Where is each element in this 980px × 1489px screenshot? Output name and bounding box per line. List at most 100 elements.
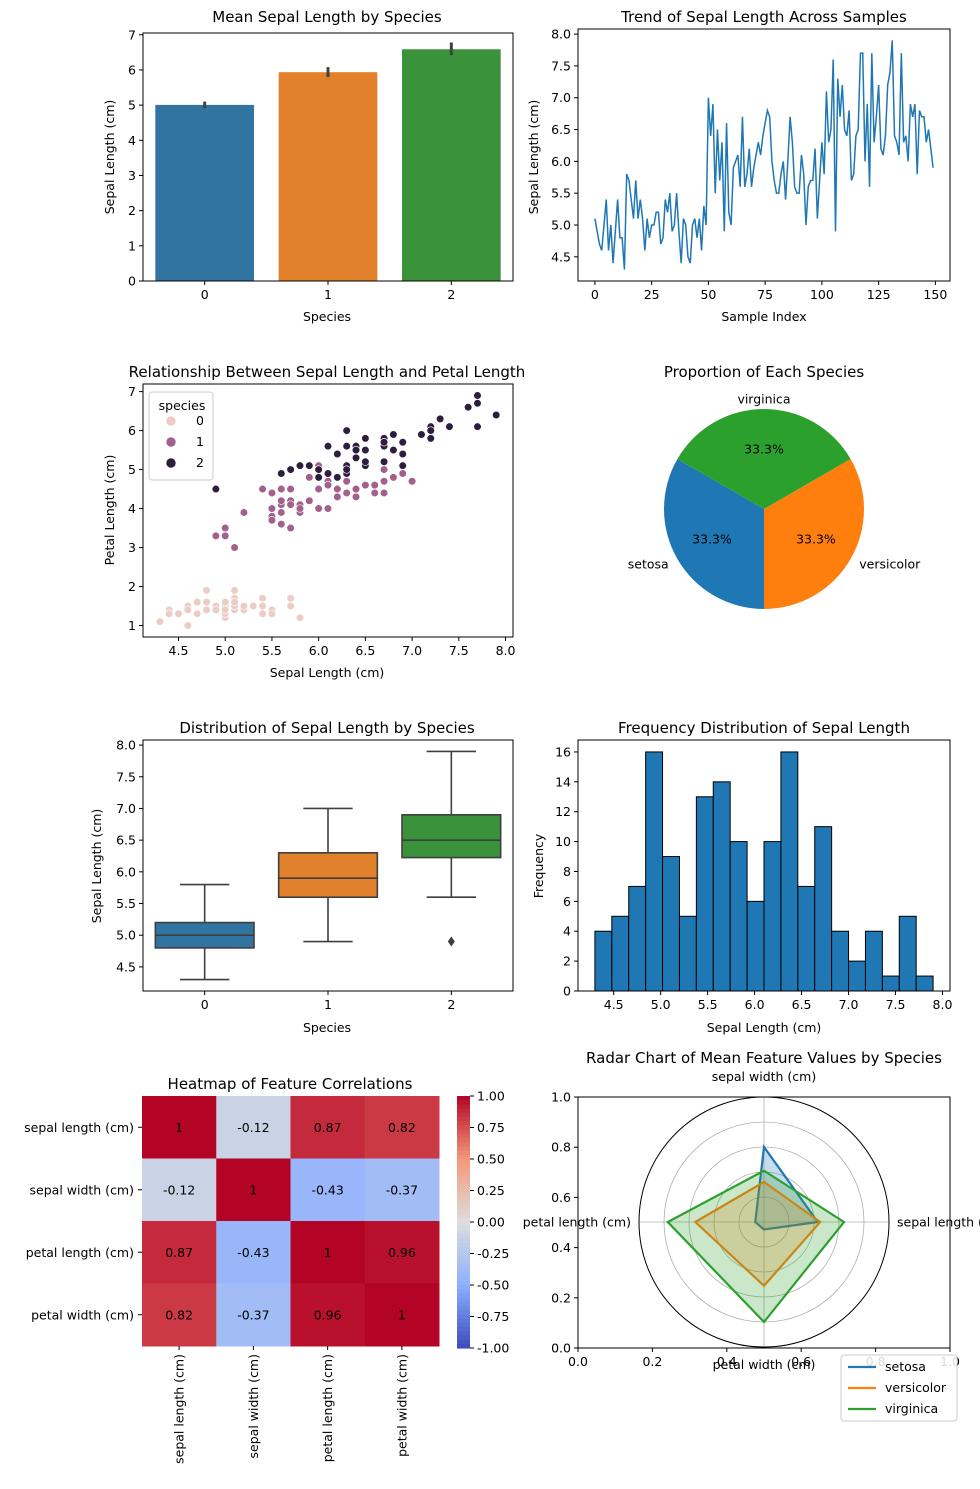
y-tick-label: 2 bbox=[128, 579, 136, 594]
scatter-point bbox=[333, 484, 342, 494]
colorbar-tick-label: -1.00 bbox=[477, 1341, 509, 1356]
colorbar-segment bbox=[457, 1117, 470, 1122]
scatter-point bbox=[155, 617, 164, 626]
box bbox=[277, 852, 379, 898]
colorbar-segment bbox=[457, 1108, 470, 1114]
x-tick-label: 75 bbox=[757, 287, 773, 302]
y-tick-label: 7.5 bbox=[116, 769, 136, 784]
y-tick-label: 6 bbox=[128, 423, 136, 438]
heatmap-cell bbox=[364, 1221, 440, 1284]
scatter-point bbox=[239, 508, 249, 517]
heatmap-cell bbox=[290, 1283, 366, 1347]
colorbar-segment bbox=[457, 1209, 470, 1215]
y-tick-label: 5.5 bbox=[116, 896, 136, 911]
scatter-point bbox=[333, 473, 342, 482]
heatmap-cell bbox=[216, 1283, 291, 1347]
bar-chart-title: Mean Sepal Length by Species bbox=[212, 8, 442, 26]
line-chart: Trend of Sepal Length Across Samples Sam… bbox=[526, 8, 951, 324]
heatmap-annotation: -0.12 bbox=[163, 1182, 195, 1197]
y-tick-label: 5.0 bbox=[551, 218, 571, 233]
scatter-point bbox=[407, 477, 417, 486]
colorbar-tick-label: 0.00 bbox=[477, 1215, 505, 1230]
heatmap-chart: Heatmap of Feature Correlations 1 -0.12 0.… bbox=[24, 1075, 509, 1464]
histogram-bar bbox=[695, 796, 714, 992]
x-tick-label: 6.5 bbox=[355, 643, 375, 658]
x-tick-label: 4.5 bbox=[169, 643, 189, 658]
scatter-point bbox=[305, 496, 314, 505]
series-line bbox=[594, 40, 934, 270]
histogram-bar bbox=[814, 826, 833, 992]
legend-marker bbox=[165, 415, 177, 427]
scatter-point bbox=[314, 484, 323, 494]
colorbar-segment bbox=[457, 1121, 470, 1126]
radar-line bbox=[754, 1144, 820, 1231]
scatter-point bbox=[436, 414, 445, 423]
colorbar-segment bbox=[457, 1196, 470, 1202]
colorbar-segment bbox=[457, 1230, 470, 1236]
scatter-point bbox=[342, 488, 351, 498]
scatter-point bbox=[277, 496, 286, 505]
y-tick-label: 5 bbox=[128, 462, 136, 477]
heatmap-cell bbox=[364, 1283, 440, 1347]
heatmap-cell bbox=[142, 1096, 217, 1159]
y-tick-label: 5.0 bbox=[116, 928, 136, 943]
scatter-point bbox=[379, 465, 389, 474]
scatter-point bbox=[426, 434, 435, 443]
colorbar-segment bbox=[457, 1180, 470, 1185]
histogram-chart-xlabel: Sepal Length (cm) bbox=[707, 1020, 822, 1035]
pie-chart: Proportion of Each Species setosa 33.3% ve… bbox=[628, 363, 921, 609]
histogram-chart: Frequency Distribution of Sepal Length S… bbox=[531, 719, 952, 1035]
y-tick-label: 4 bbox=[128, 133, 136, 148]
scatter-point bbox=[230, 598, 239, 607]
scatter-point bbox=[286, 601, 295, 611]
scatter-point bbox=[389, 430, 398, 439]
scatter-point bbox=[351, 445, 361, 455]
colorbar-tick-label: -0.25 bbox=[477, 1246, 509, 1261]
colorbar-segment bbox=[457, 1343, 470, 1349]
y-tick-label: 6.5 bbox=[116, 833, 136, 848]
x-tick-label: 2 bbox=[447, 997, 455, 1012]
x-tick-label: 1 bbox=[324, 997, 332, 1012]
scatter-point bbox=[342, 465, 351, 474]
scatter-point bbox=[473, 399, 482, 408]
colorbar-segment bbox=[457, 1280, 470, 1286]
y-tick-label: 14 bbox=[555, 774, 571, 789]
y-tick-label: 12 bbox=[555, 804, 571, 819]
scatter-point bbox=[267, 609, 277, 618]
scatter-point bbox=[286, 594, 295, 603]
x-tick-label: 2 bbox=[447, 287, 455, 302]
histogram-bar bbox=[898, 915, 917, 992]
scatter-point bbox=[286, 523, 295, 533]
scatter-point bbox=[295, 461, 305, 470]
cartesian-y-tick-label: 0.2 bbox=[551, 1290, 571, 1305]
scatter-point bbox=[230, 543, 239, 552]
colorbar-segment bbox=[457, 1289, 470, 1294]
scatter-point bbox=[314, 465, 323, 474]
scatter-point bbox=[398, 469, 407, 478]
scatter-point bbox=[221, 598, 230, 607]
colorbar-segment bbox=[457, 1104, 470, 1110]
scatter-point bbox=[351, 484, 361, 494]
line-chart-xlabel: Sample Index bbox=[721, 309, 806, 324]
x-tick-label: 0 bbox=[201, 997, 209, 1012]
scatter-point bbox=[258, 609, 267, 618]
colorbar-segment bbox=[457, 1331, 470, 1336]
heatmap-annotation: 0.96 bbox=[388, 1245, 416, 1260]
radar-axis-label: sepal length (cm) bbox=[897, 1215, 980, 1230]
scatter-point bbox=[277, 508, 286, 517]
x-tick-label: petal length (cm) bbox=[320, 1354, 335, 1462]
cartesian-y-tick-label: 0.6 bbox=[551, 1190, 571, 1205]
colorbar-segment bbox=[457, 1112, 470, 1118]
x-tick-label: 7.0 bbox=[839, 997, 859, 1012]
colorbar-segment bbox=[457, 1301, 470, 1307]
colorbar-segment bbox=[457, 1133, 470, 1139]
y-tick-label: 7.5 bbox=[551, 58, 571, 73]
cartesian-y-tick-label: 0.0 bbox=[551, 1341, 571, 1356]
x-tick-label: 6.0 bbox=[309, 643, 329, 658]
colorbar-segment bbox=[457, 1154, 470, 1160]
colorbar-segment bbox=[457, 1129, 470, 1135]
colorbar-segment bbox=[457, 1306, 470, 1311]
scatter-point bbox=[370, 488, 379, 498]
scatter-point bbox=[295, 613, 305, 622]
